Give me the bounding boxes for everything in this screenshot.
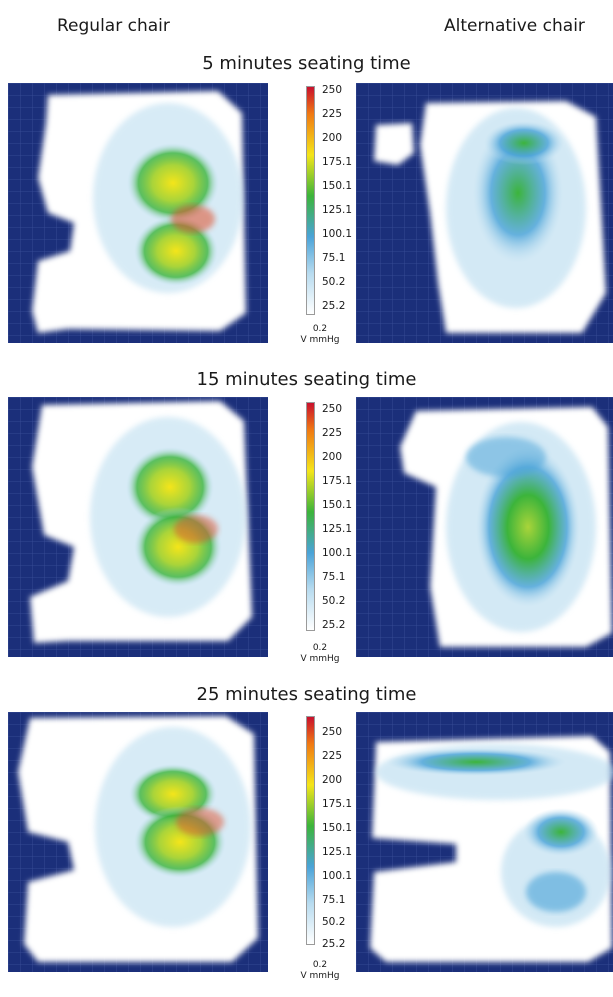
pressure-map-regular-15min: [8, 397, 268, 657]
scale-tick: 175.1: [322, 798, 353, 810]
scale-tick: 125.1: [322, 204, 353, 216]
pressure-scale-15min: 250 225 200 175.1 150.1 125.1 100.1 75.1…: [298, 402, 358, 664]
color-scale-bar: [306, 402, 315, 631]
scale-tick: 50.2: [322, 916, 346, 928]
scale-tick: 50.2: [322, 276, 346, 288]
scale-tick: 150.1: [322, 822, 353, 834]
scale-tick: 150.1: [322, 180, 353, 192]
scale-tick: 100.1: [322, 547, 353, 559]
scale-tick: 125.1: [322, 523, 353, 535]
scale-min-value: 0.2: [312, 643, 328, 653]
scale-min-value: 0.2: [312, 960, 328, 970]
section-title-5min: 5 minutes seating time: [202, 53, 411, 74]
pressure-scale-5min: 250 225 200 175.1 150.1 125.1 100.1 75.1…: [298, 84, 358, 348]
regular-chair-label: Regular chair: [57, 16, 170, 36]
scale-tick: 50.2: [322, 595, 346, 607]
color-scale-bar: [306, 716, 315, 945]
scale-tick: 100.1: [322, 228, 353, 240]
scale-tick: 25.2: [322, 619, 346, 631]
scale-tick: 250: [322, 726, 343, 738]
pressure-map-regular-25min: [8, 712, 268, 972]
scale-tick: 75.1: [322, 252, 346, 264]
scale-tick: 75.1: [322, 571, 346, 583]
pressure-map-alternative-15min: [356, 397, 613, 657]
scale-tick: 250: [322, 84, 343, 96]
scale-tick: 225: [322, 750, 343, 762]
scale-tick: 175.1: [322, 475, 353, 487]
scale-tick: 25.2: [322, 300, 346, 312]
section-title-25min: 25 minutes seating time: [196, 684, 417, 705]
scale-tick: 100.1: [322, 870, 353, 882]
scale-tick: 250: [322, 403, 343, 415]
scale-min-value: 0.2: [312, 324, 328, 334]
scale-tick: 200: [322, 451, 343, 463]
alternative-chair-label: Alternative chair: [444, 16, 585, 36]
scale-tick: 75.1: [322, 894, 346, 906]
scale-tick: 125.1: [322, 846, 353, 858]
pressure-map-alternative-25min: [356, 712, 613, 972]
scale-tick: 25.2: [322, 938, 346, 950]
pressure-map-alternative-5min: [356, 83, 613, 343]
pressure-scale-25min: 250 225 200 175.1 150.1 125.1 100.1 75.1…: [298, 716, 358, 981]
scale-tick: 225: [322, 108, 343, 120]
scale-unit: V mmHg: [300, 335, 340, 345]
pressure-map-regular-5min: [8, 83, 268, 343]
scale-tick: 200: [322, 132, 343, 144]
scale-tick: 225: [322, 427, 343, 439]
scale-tick: 200: [322, 774, 343, 786]
scale-tick: 175.1: [322, 156, 353, 168]
scale-tick: 150.1: [322, 499, 353, 511]
scale-unit: V mmHg: [300, 971, 340, 981]
scale-unit: V mmHg: [300, 654, 340, 664]
color-scale-bar: [306, 86, 315, 315]
section-title-15min: 15 minutes seating time: [196, 369, 417, 390]
